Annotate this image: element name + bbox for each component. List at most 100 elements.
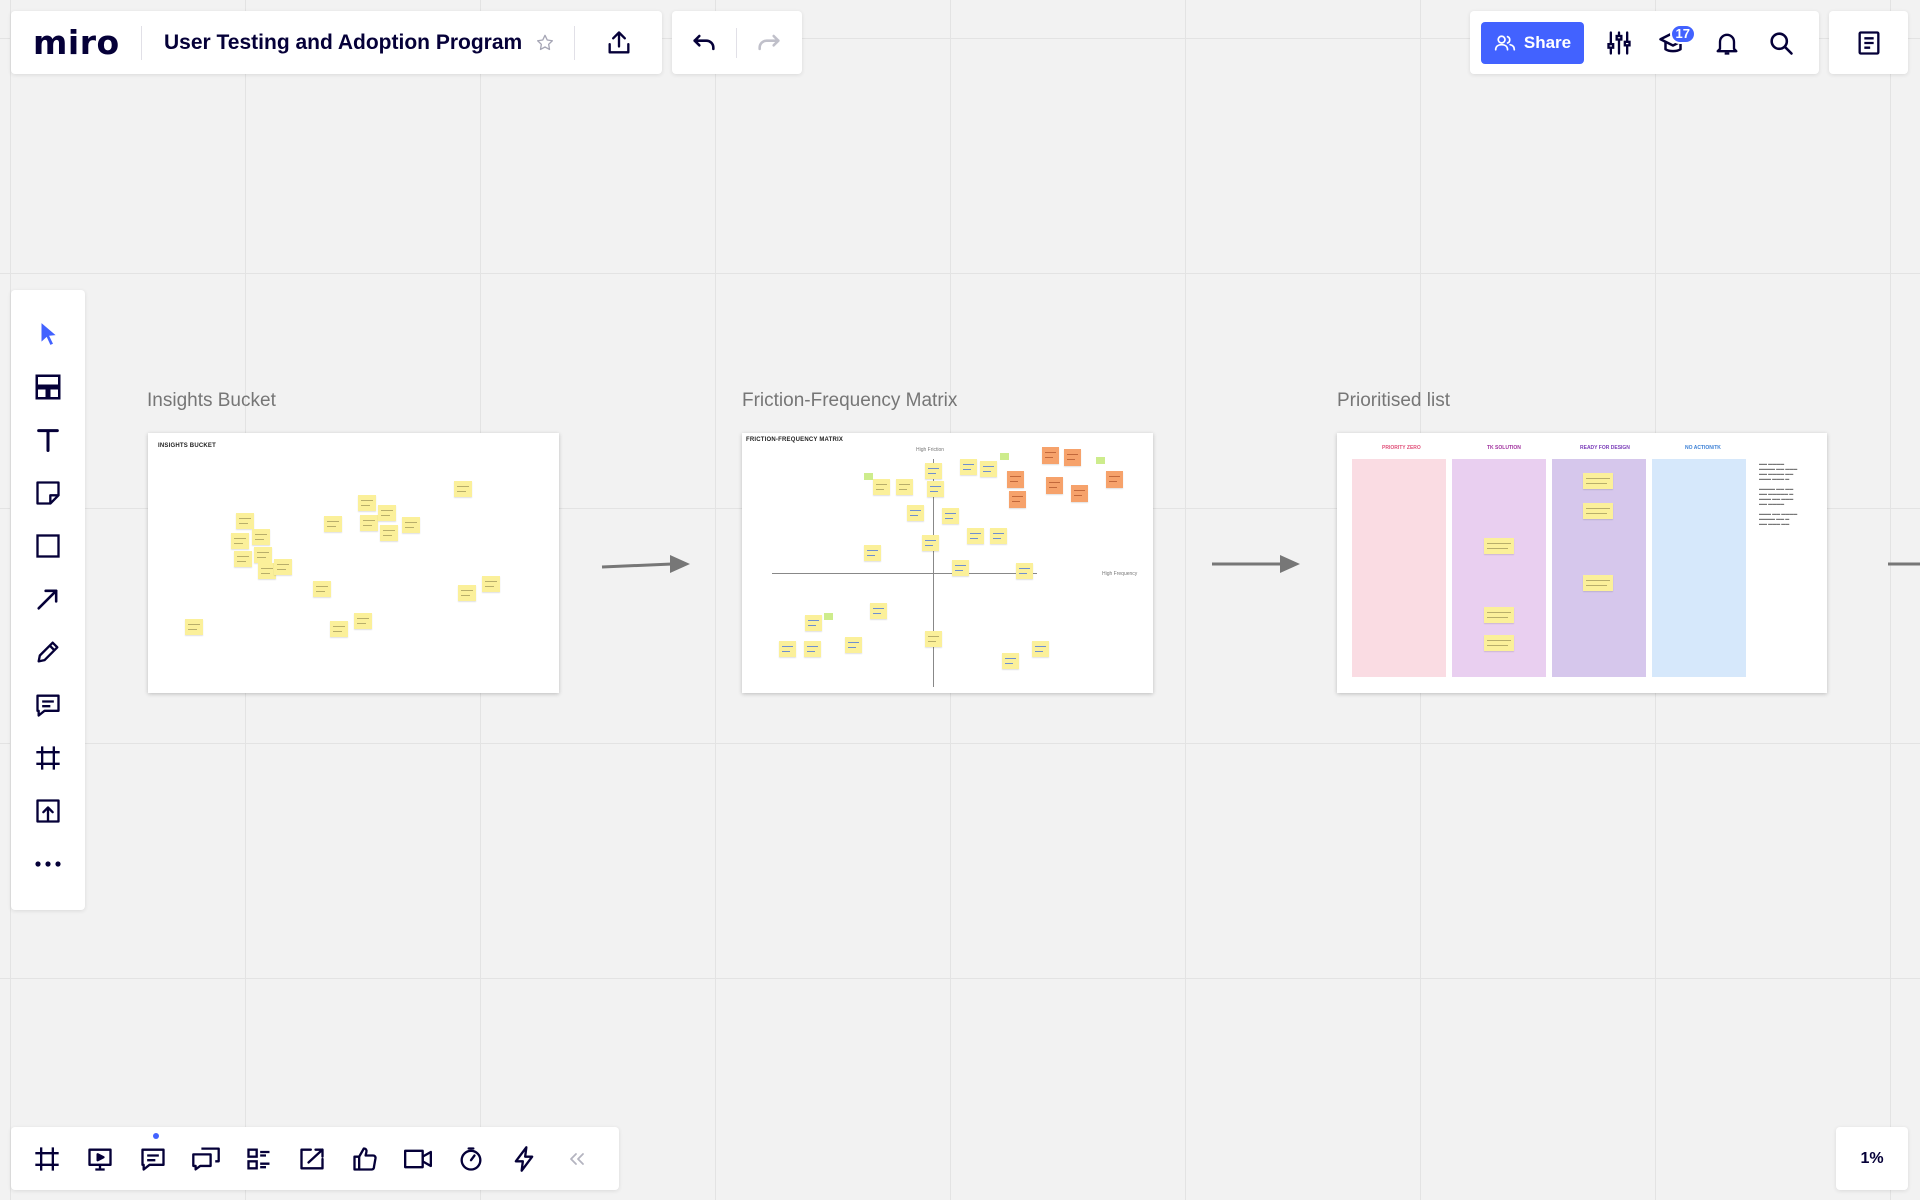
cards-icon[interactable]: [233, 1127, 285, 1190]
sticky-note[interactable]: [1484, 635, 1514, 651]
zoom-level[interactable]: 1%: [1860, 1149, 1884, 1167]
sticky-note[interactable]: [231, 533, 249, 549]
sticky-note[interactable]: [980, 461, 997, 477]
chat-icon[interactable]: [180, 1127, 232, 1190]
sticky-note[interactable]: [925, 631, 942, 647]
sticky-note[interactable]: [864, 545, 881, 561]
zoom-control[interactable]: 1%: [1836, 1127, 1908, 1190]
timer-icon[interactable]: [445, 1127, 497, 1190]
frame-insights-bucket[interactable]: INSIGHTS BUCKET: [148, 433, 559, 693]
video-call-icon[interactable]: [392, 1127, 444, 1190]
sticky-note[interactable]: [1016, 563, 1033, 579]
activity-lightning-icon[interactable]: [498, 1127, 550, 1190]
sticky-note[interactable]: [960, 459, 977, 475]
sticky-note[interactable]: [454, 481, 472, 497]
export-icon[interactable]: [599, 23, 639, 63]
frame-title-prioritised-list[interactable]: Prioritised list: [1337, 390, 1450, 411]
miro-logo[interactable]: miro: [33, 23, 120, 62]
sticky-note[interactable]: [330, 621, 348, 637]
sticky-note[interactable]: [313, 581, 331, 597]
sticky-note[interactable]: [378, 505, 396, 521]
frame-friction-frequency-matrix[interactable]: FRICTION-FREQUENCY MATRIX High Friction …: [742, 433, 1153, 693]
learning-hat-icon[interactable]: 17: [1646, 16, 1700, 70]
pen-icon[interactable]: [11, 625, 85, 678]
share-button[interactable]: Share: [1481, 21, 1584, 64]
sticky-note[interactable]: [870, 603, 887, 619]
frames-icon[interactable]: [21, 1127, 73, 1190]
sticky-note[interactable]: [234, 551, 252, 567]
connector-arrow[interactable]: [1886, 550, 1920, 580]
redo-icon[interactable]: [737, 11, 801, 74]
collapse-toolbar-icon[interactable]: [551, 1127, 603, 1190]
sticky-note[interactable]: [873, 479, 890, 495]
sticky-note[interactable]: [458, 585, 476, 601]
sticky-note[interactable]: [482, 576, 500, 592]
sticky-note[interactable]: [1106, 471, 1123, 488]
sticky-note[interactable]: [927, 481, 944, 497]
sticky-note[interactable]: [258, 563, 276, 579]
templates-icon[interactable]: [11, 360, 85, 413]
screen-share-icon[interactable]: [286, 1127, 338, 1190]
voting-thumbs-up-icon[interactable]: [339, 1127, 391, 1190]
sticky-note[interactable]: [1007, 471, 1024, 488]
board-title[interactable]: User Testing and Adoption Program: [164, 30, 523, 54]
text-tool-icon[interactable]: [11, 413, 85, 466]
sticky-note[interactable]: [1009, 491, 1026, 508]
sticky-note[interactable]: [380, 525, 398, 541]
sticky-note[interactable]: [1042, 447, 1059, 464]
sticky-note-icon[interactable]: [11, 466, 85, 519]
more-tools-icon[interactable]: [11, 837, 85, 890]
sticky-note[interactable]: [254, 547, 272, 563]
sticky-note[interactable]: [907, 505, 924, 521]
select-cursor-icon[interactable]: [11, 307, 85, 360]
sticky-note[interactable]: [252, 529, 270, 545]
frame-title-friction-frequency-matrix[interactable]: Friction-Frequency Matrix: [742, 390, 958, 411]
shape-icon[interactable]: [11, 519, 85, 572]
sticky-note[interactable]: [360, 515, 378, 531]
search-icon[interactable]: [1754, 16, 1808, 70]
comments-icon[interactable]: [127, 1127, 179, 1190]
sticky-note[interactable]: [1064, 449, 1081, 466]
sticky-note[interactable]: [324, 516, 342, 532]
presentation-icon[interactable]: [74, 1127, 126, 1190]
frame-prioritised-list[interactable]: PRIORITY ZERO TK SOLUTION READY FOR DESI…: [1337, 433, 1827, 693]
sticky-note[interactable]: [990, 528, 1007, 544]
sticky-note[interactable]: [1046, 477, 1063, 494]
sticky-note[interactable]: [952, 560, 969, 576]
upload-icon[interactable]: [11, 784, 85, 837]
sticky-note[interactable]: [1583, 473, 1613, 489]
bell-icon[interactable]: [1700, 16, 1754, 70]
sticky-note[interactable]: [967, 528, 984, 544]
star-icon[interactable]: [534, 32, 556, 54]
settings-sliders-icon[interactable]: [1592, 16, 1646, 70]
sticky-note[interactable]: [1484, 538, 1514, 554]
frame-title-insights-bucket[interactable]: Insights Bucket: [147, 390, 276, 411]
sticky-note[interactable]: [779, 641, 796, 657]
sticky-note[interactable]: [804, 641, 821, 657]
sticky-note[interactable]: [236, 513, 254, 529]
connector-arrow[interactable]: [600, 550, 692, 580]
sticky-note[interactable]: [845, 637, 862, 653]
sticky-note[interactable]: [274, 559, 292, 575]
sticky-note[interactable]: [1002, 653, 1019, 669]
frame-icon[interactable]: [11, 731, 85, 784]
sticky-note[interactable]: [942, 508, 959, 524]
comment-icon[interactable]: [11, 678, 85, 731]
sticky-note[interactable]: [354, 613, 372, 629]
arrow-line-icon[interactable]: [11, 572, 85, 625]
board-notes-icon[interactable]: [1829, 11, 1908, 74]
sticky-note[interactable]: [185, 619, 203, 635]
connector-arrow[interactable]: [1210, 550, 1302, 580]
sticky-note[interactable]: [1583, 575, 1613, 591]
sticky-note[interactable]: [1032, 641, 1049, 657]
undo-icon[interactable]: [672, 11, 736, 74]
sticky-note[interactable]: [358, 495, 376, 511]
sticky-note[interactable]: [1071, 485, 1088, 502]
sticky-note[interactable]: [1484, 607, 1514, 623]
sticky-note[interactable]: [402, 517, 420, 533]
sticky-note[interactable]: [805, 615, 822, 631]
sticky-note[interactable]: [922, 535, 939, 551]
sticky-note[interactable]: [925, 463, 942, 479]
sticky-note[interactable]: [1583, 503, 1613, 519]
sticky-note[interactable]: [896, 479, 913, 495]
